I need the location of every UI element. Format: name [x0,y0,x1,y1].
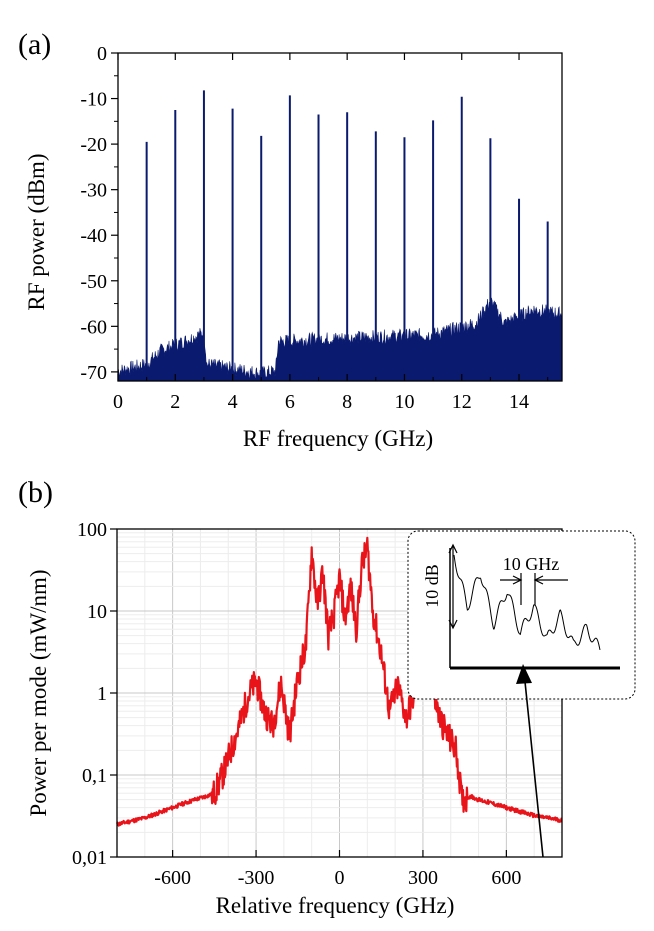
y-tick-label-b: 1 [97,683,107,705]
axes-a: 0 2 4 6 8 10 12 14 0 -10 -20 -30 -40 -50 -60 -70 [80,43,563,413]
x-tick-label-a: 14 [509,391,529,413]
y-tick-label-a: -20 [80,134,107,156]
inset-b: 10 dB 10 GHz [407,530,636,858]
plot-area-b [116,536,563,827]
x-tick-label-b: 300 [408,867,438,889]
frame-a [117,52,563,382]
y-tick-label-a: -70 [80,362,107,384]
y-tick-label-a: -30 [80,180,107,202]
y-axis-label-a: RF power (dBm) [24,153,49,310]
y-tick-label-b: 0,01 [72,847,107,869]
x-tick-label-b: -300 [238,867,275,889]
panel-label-b: (b) [18,476,53,509]
inset-trace [453,554,601,651]
chart-a: (a) 0 2 4 6 8 10 12 14 0 -10 -20 -30 -40 -50 -60 -70 RF… [18,28,563,451]
x-axis-label-a: RF frequency (GHz) [243,426,433,451]
x-axis-label-b: Relative frequency (GHz) [216,893,455,918]
y-axis-label-b: Power per mode (mW/nm) [26,569,51,816]
y-tick-label-a: 0 [97,43,107,65]
y-tick-label-a: -50 [80,271,107,293]
x-tick-label-a: 10 [394,391,414,413]
panel-label-a: (a) [18,28,51,61]
inset-ghz-arrowhead-right [533,575,544,585]
inset-db-arrow-top [448,543,458,554]
y-tick-label-a: -60 [80,316,107,338]
inset-box [407,530,636,700]
spectrum-line [116,536,563,827]
x-tick-label-b: 600 [491,867,521,889]
y-tick-label-b: 0,1 [82,765,107,787]
axes-b: -600 -300 0 300 600 100 10 1 0,1 0,01 [72,519,563,889]
y-tick-label-a: -40 [80,225,107,247]
x-tick-label-a: 6 [285,391,295,413]
pointer-arrowhead [516,664,532,684]
pointer-arrow [523,671,544,858]
x-tick-label-a: 0 [113,391,123,413]
y-tick-label-b: 10 [87,601,107,623]
x-tick-label-a: 4 [228,391,238,413]
noise-floor-area [117,296,563,382]
x-tick-label-a: 2 [170,391,180,413]
x-tick-label-a: 12 [452,391,472,413]
y-tick-label-b: 100 [77,519,107,541]
inset-ghz-arrowhead-left [512,575,523,585]
inset-db-label: 10 dB [422,564,442,608]
x-tick-label-b: -600 [154,867,191,889]
inset-ghz-label: 10 GHz [503,554,560,574]
x-tick-label-b: 0 [335,867,345,889]
y-tick-label-a: -10 [80,89,107,111]
inset-db-arrow-bottom [448,619,458,630]
plot-area-a [117,90,563,382]
x-tick-label-a: 8 [342,391,352,413]
